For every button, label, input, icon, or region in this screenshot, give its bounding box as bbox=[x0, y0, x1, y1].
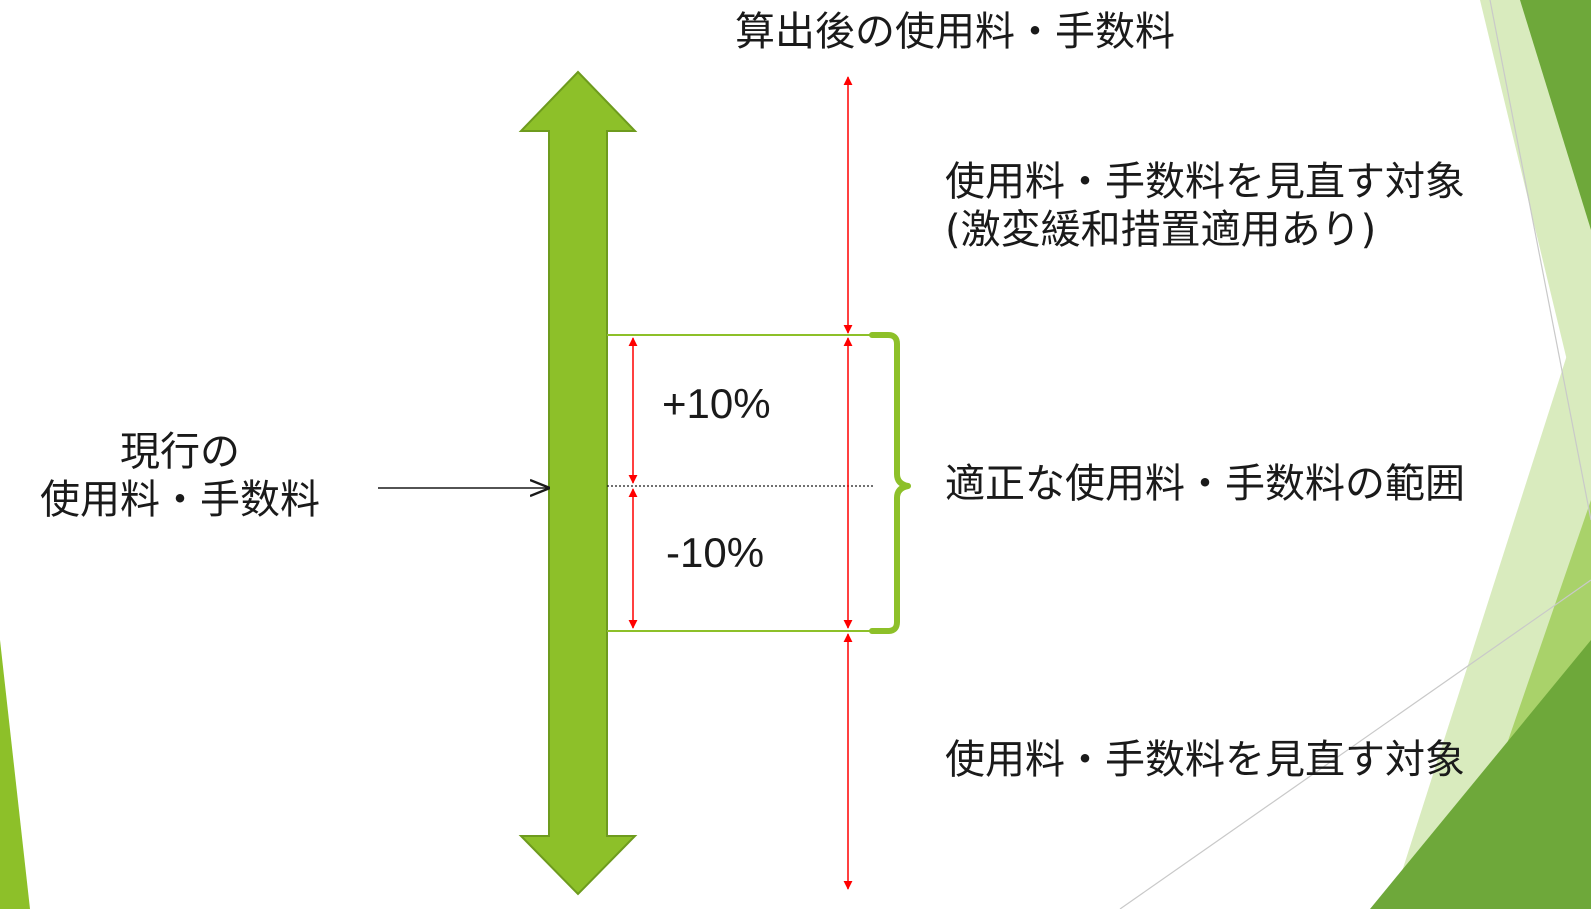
current-fee-label: 現行の 使用料・手数料 bbox=[0, 428, 360, 524]
plus-10-label: +10% bbox=[662, 380, 771, 427]
upper-region-label-line2: (激変緩和措置適用あり) bbox=[945, 207, 1377, 253]
current-fee-label-line2: 使用料・手数料 bbox=[40, 477, 320, 523]
lower-region-label: 使用料・手数料を見直す対象 bbox=[945, 737, 1465, 783]
deco-line-2 bbox=[1119, 579, 1591, 909]
minus-10-label: -10% bbox=[666, 529, 765, 576]
appropriate-range-label: 適正な使用料・手数料の範囲 bbox=[945, 461, 1465, 507]
main-double-arrow bbox=[518, 70, 638, 896]
deco-facet-dark-top bbox=[1520, 0, 1591, 230]
range-brace bbox=[869, 332, 911, 634]
upper-region-label: 使用料・手数料を見直す対象 (激変緩和措置適用あり) bbox=[945, 158, 1465, 254]
upper-region-label-line1: 使用料・手数料を見直す対象 bbox=[945, 159, 1465, 205]
diagram-title: 算出後の使用料・手数料 bbox=[735, 9, 1175, 55]
current-fee-label-line1: 現行の bbox=[120, 429, 240, 475]
deco-facet-left bbox=[0, 640, 30, 909]
deco-facet-dark-bottom bbox=[1370, 640, 1591, 909]
deco-line-1 bbox=[1489, 0, 1591, 521]
